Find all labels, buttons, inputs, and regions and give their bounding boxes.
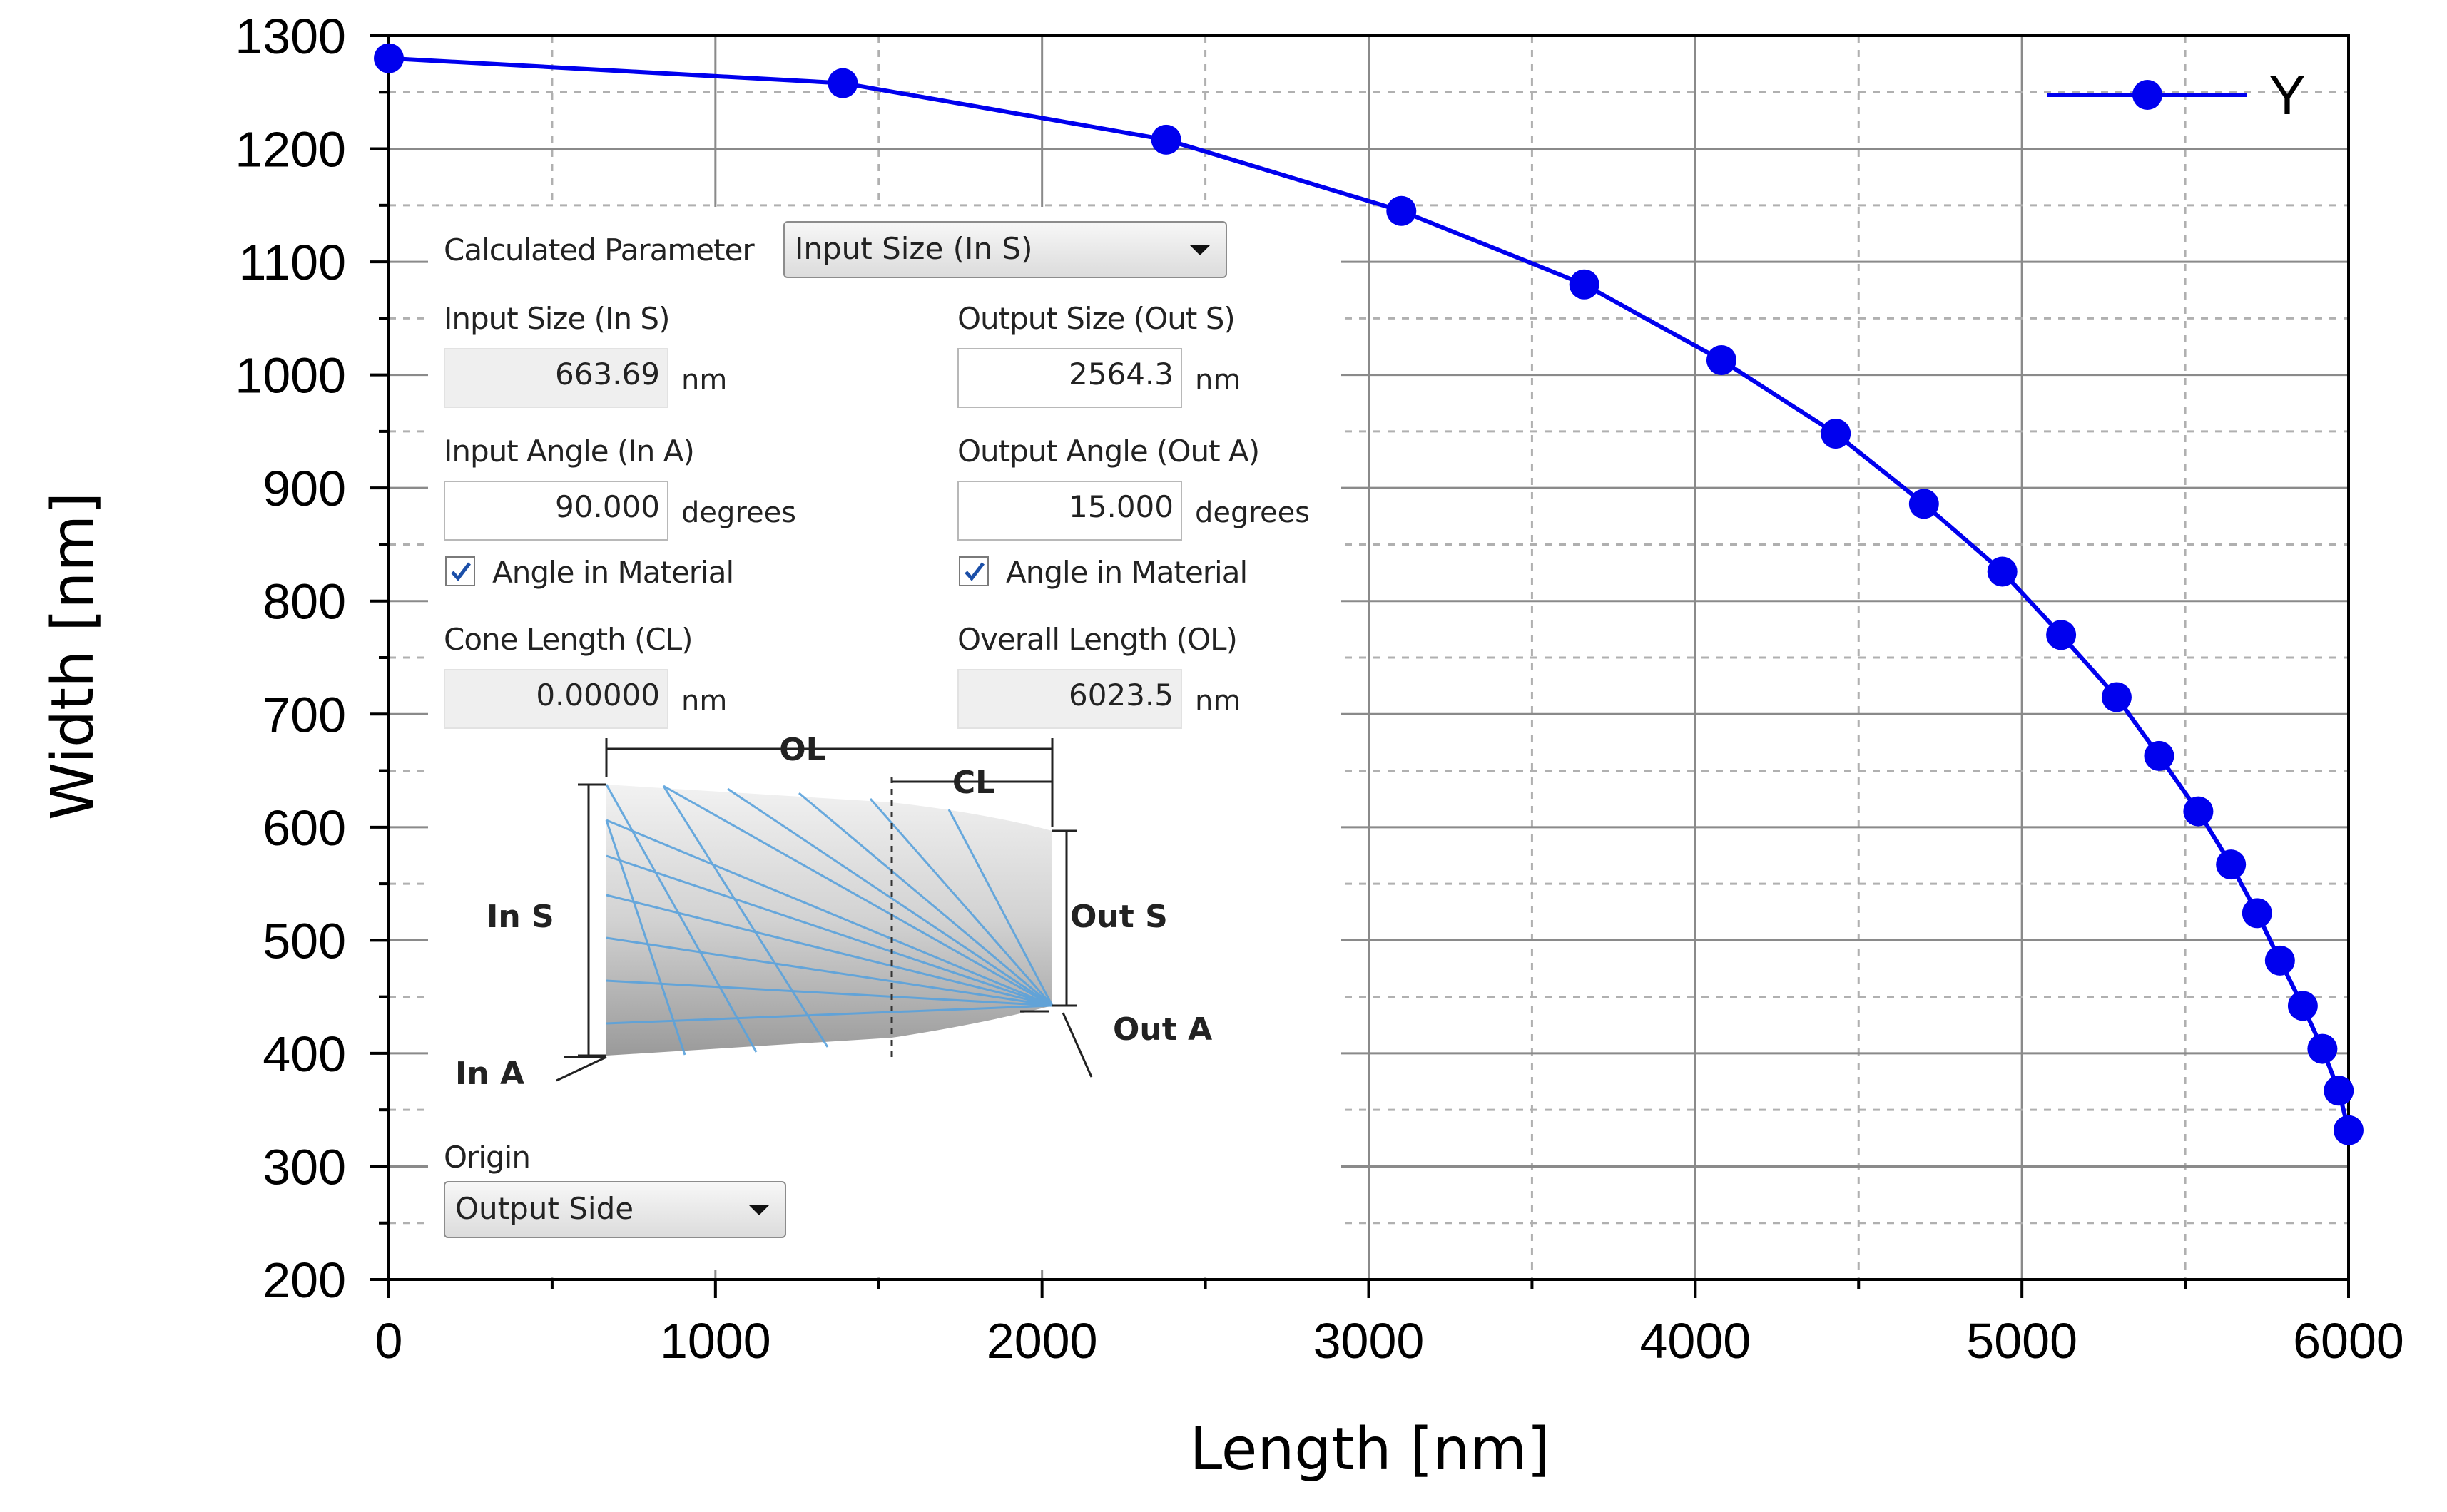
chevron-down-icon: [1190, 245, 1210, 255]
x-tick-label: 0: [375, 1313, 403, 1369]
y-tick-label: 200: [263, 1252, 346, 1308]
y-tick-label: 800: [263, 574, 346, 630]
input-angle-label: Input Angle (In A): [444, 434, 695, 469]
taper-diagram: OL CL In S Out S In A Out A: [455, 735, 1212, 1092]
data-point: [2101, 682, 2132, 712]
y-tick-label: 1300: [235, 9, 346, 64]
data-point: [2324, 1076, 2354, 1106]
data-point: [2307, 1033, 2338, 1064]
y-tick-label: 900: [263, 461, 346, 516]
origin-value: Output Side: [455, 1191, 634, 1226]
data-point: [1987, 556, 2018, 587]
output-size-unit: nm: [1195, 364, 1241, 397]
output-angle-unit: degrees: [1195, 496, 1311, 529]
diagram-out-a-label: Out A: [1113, 1011, 1212, 1048]
x-axis-title: Length [nm]: [1190, 1416, 1550, 1483]
data-point: [1151, 124, 1181, 155]
y-axis-ticks: 200 300 400 500 600 700 800 900 1000 1100 1200 1300: [235, 9, 389, 1308]
diagram-in-a-label: In A: [455, 1056, 524, 1092]
data-point: [1569, 269, 1599, 300]
output-size-label: Output Size (Out S): [957, 301, 1236, 336]
data-point: [2242, 898, 2272, 929]
x-tick-label: 5000: [1966, 1313, 2077, 1369]
legend-marker: [2132, 80, 2162, 110]
overall-length-field: 6023.5: [957, 669, 1182, 729]
x-axis-ticks: 0 1000 2000 3000 4000 5000 6000: [375, 1279, 2404, 1369]
y-tick-label: 700: [263, 687, 346, 742]
x-tick-label: 2000: [987, 1313, 1098, 1369]
y-tick-label: 1000: [235, 348, 346, 404]
ray-lines: [605, 784, 1054, 1056]
x-tick-label: 4000: [1639, 1313, 1751, 1369]
data-point: [1706, 345, 1736, 376]
input-angle-field[interactable]: 90.000: [444, 481, 668, 541]
dimension-lines: [556, 738, 1093, 1082]
legend: Y: [2047, 63, 2306, 126]
y-tick-label: 300: [263, 1139, 346, 1195]
legend-label: Y: [2269, 63, 2306, 126]
y-tick-label: 400: [263, 1026, 346, 1082]
data-point: [2144, 740, 2174, 771]
diagram-cl-label: CL: [952, 765, 995, 801]
cone-length-unit: nm: [681, 685, 728, 717]
x-tick-label: 6000: [2293, 1313, 2404, 1369]
data-point: [2264, 945, 2295, 976]
angle-in-material-label-output: Angle in Material: [1006, 555, 1248, 590]
taper-calculator-panel: Calculated Parameter Input Size (In S) I…: [428, 207, 1341, 1270]
checkmark-icon: [965, 562, 985, 581]
diagram-out-s-label: Out S: [1070, 899, 1168, 935]
output-angle-label: Output Angle (Out A): [957, 434, 1260, 469]
series-group: [374, 43, 2364, 1145]
diagram-ol-label: OL: [779, 735, 825, 768]
y-axis-title: Width [nm]: [39, 492, 107, 820]
overall-length-unit: nm: [1195, 685, 1241, 717]
cone-length-label: Cone Length (CL): [444, 622, 693, 657]
data-point: [2183, 796, 2214, 827]
data-point: [1386, 195, 1417, 226]
diagram-in-s-label: In S: [487, 899, 554, 935]
input-size-unit: nm: [681, 364, 728, 397]
checkmark-icon: [451, 562, 471, 581]
calc-param-label: Calculated Parameter: [444, 233, 755, 267]
y-tick-label: 1200: [235, 122, 346, 178]
data-point: [374, 43, 404, 73]
overall-length-label: Overall Length (OL): [957, 622, 1238, 657]
data-point: [2334, 1115, 2364, 1145]
cone-length-field: 0.00000: [444, 669, 668, 729]
output-angle-field[interactable]: 15.000: [957, 481, 1182, 541]
calc-param-select[interactable]: Input Size (In S): [783, 221, 1227, 278]
calc-param-value: Input Size (In S): [795, 231, 1033, 266]
data-point: [2046, 620, 2077, 650]
data-point: [2216, 849, 2247, 880]
angle-in-material-label-input: Angle in Material: [492, 555, 734, 590]
angle-in-material-checkbox-input[interactable]: [445, 556, 475, 586]
x-tick-label: 1000: [660, 1313, 771, 1369]
chevron-down-icon: [749, 1205, 769, 1215]
x-tick-label: 3000: [1313, 1313, 1425, 1369]
input-size-field: 663.69: [444, 348, 668, 408]
data-point: [1908, 489, 1939, 519]
origin-select[interactable]: Output Side: [444, 1181, 786, 1238]
y-tick-label: 500: [263, 913, 346, 969]
origin-label: Origin: [444, 1140, 531, 1175]
data-point: [828, 68, 858, 98]
input-size-label: Input Size (In S): [444, 301, 670, 336]
output-size-field[interactable]: 2564.3: [957, 348, 1182, 408]
data-point: [2287, 991, 2318, 1021]
y-tick-label: 1100: [238, 235, 346, 290]
input-angle-unit: degrees: [681, 496, 797, 529]
angle-in-material-checkbox-output[interactable]: [959, 556, 989, 586]
data-point: [1821, 419, 1851, 449]
y-tick-label: 600: [263, 800, 346, 856]
